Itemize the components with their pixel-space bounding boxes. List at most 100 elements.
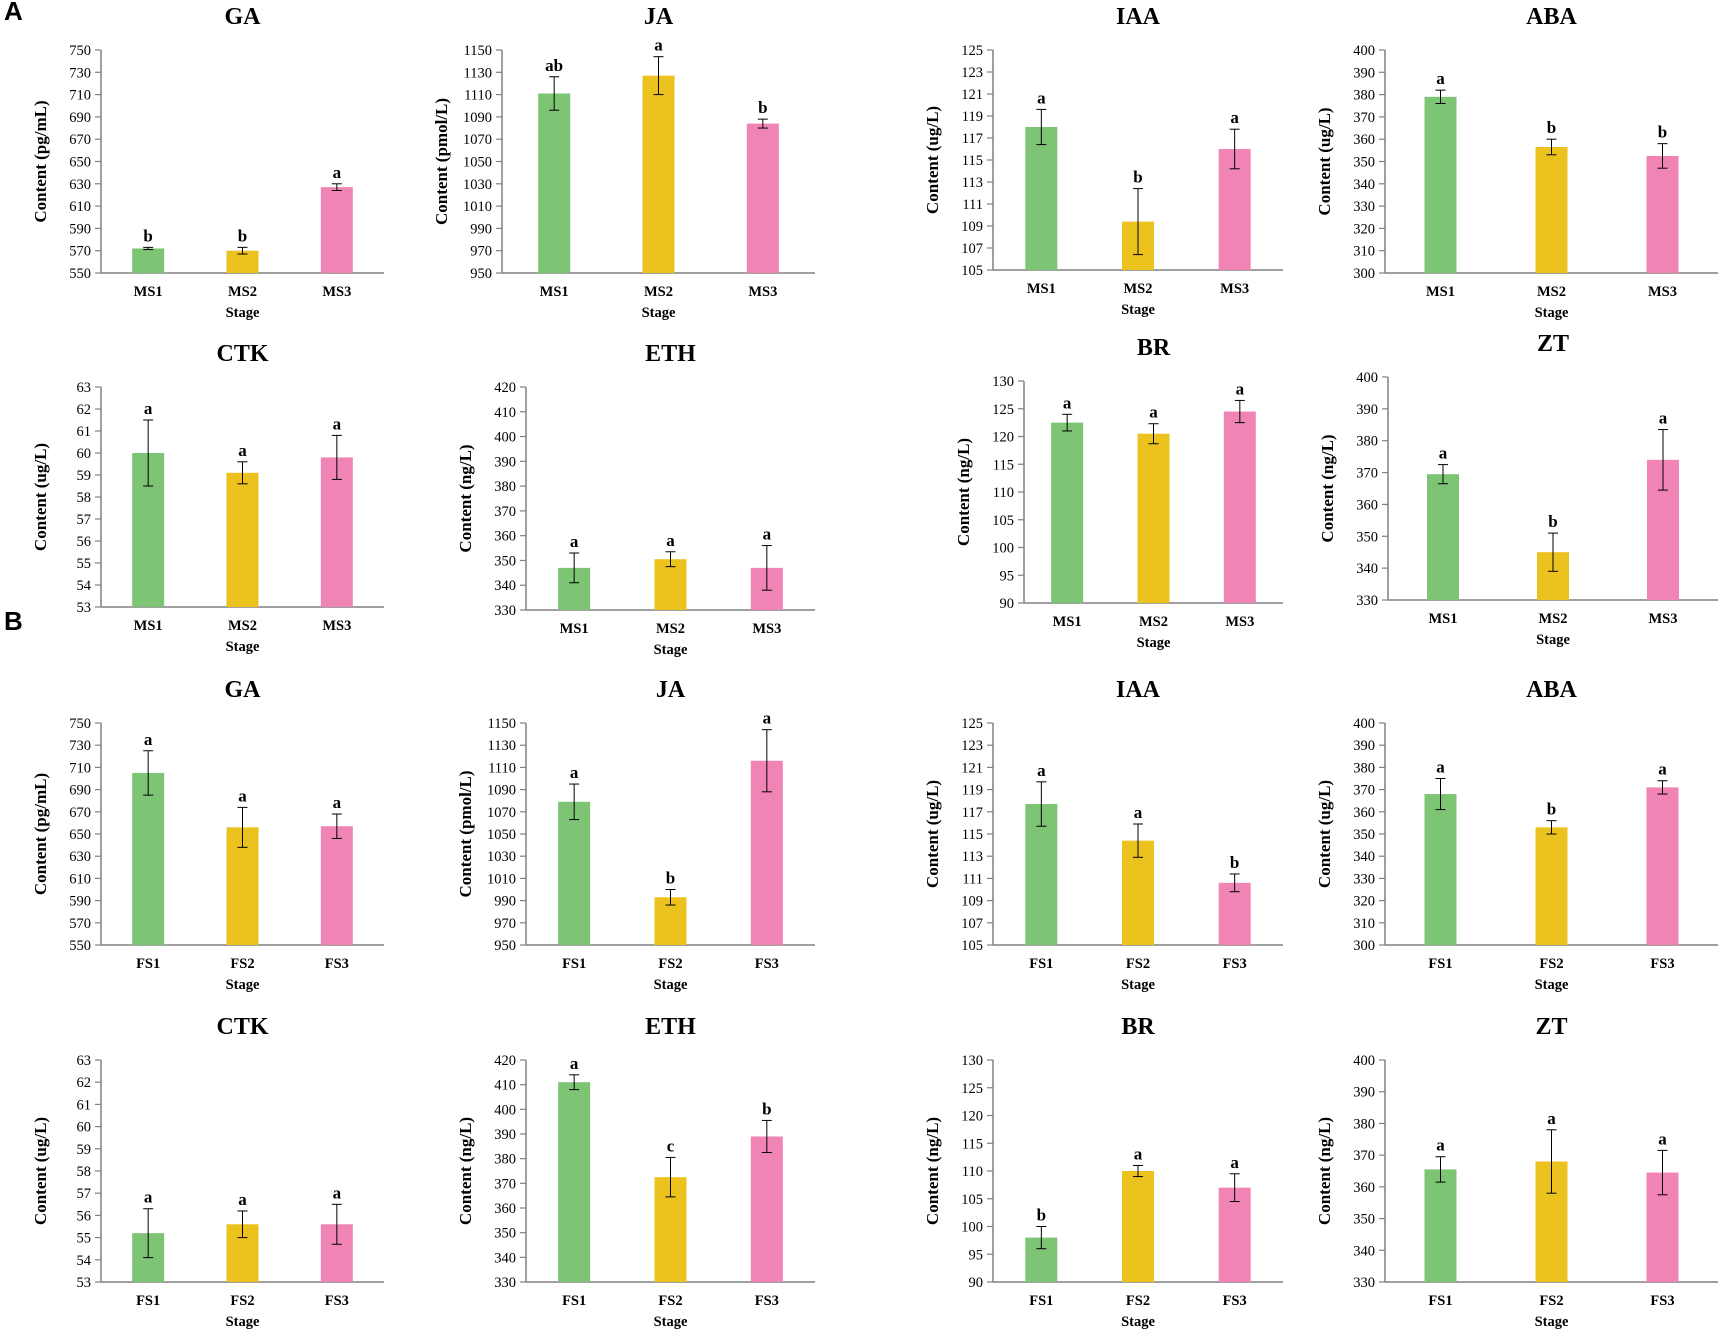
chart-a-br-significance-ms1: a: [1063, 393, 1072, 412]
chart-a-aba-bar-ms2: [1535, 147, 1568, 273]
chart-b-eth-y-tick-label: 330: [494, 1275, 516, 1291]
chart-b-eth-y-tick-label: 380: [494, 1152, 516, 1168]
chart-b-aba-y-tick-label: 370: [1353, 783, 1375, 799]
chart-a-ctk-significance-ms2: a: [238, 441, 247, 460]
chart-a-ga-y-tick-label: 710: [69, 88, 91, 104]
chart-b-iaa-y-tick-label: 123: [961, 738, 983, 754]
chart-a-ctk-significance-ms1: a: [144, 399, 153, 418]
chart-b-eth-category-label: FS2: [658, 1293, 682, 1309]
chart-b-ja-category-label: FS1: [562, 956, 586, 972]
chart-b-aba-significance-fs3: a: [1658, 760, 1667, 779]
chart-b-aba-y-tick-label: 350: [1353, 827, 1375, 843]
chart-a-iaa-y-label: Content (ug/L): [923, 106, 942, 214]
chart-b-eth-x-label: Stage: [654, 1314, 688, 1330]
chart-a-ctk-y-tick-label: 56: [77, 534, 92, 550]
chart-a-eth-significance-ms2: a: [666, 531, 675, 550]
chart-a-ja-y-tick-label: 1030: [463, 177, 492, 193]
chart-b-aba-category-label: FS1: [1428, 956, 1452, 972]
chart-b-zt-title: ZT: [1535, 1014, 1567, 1040]
chart-a-iaa-y-tick-label: 123: [961, 65, 983, 81]
chart-b-br-bar-fs2: [1122, 1171, 1154, 1282]
chart-a-ja-y-tick-label: 1130: [464, 65, 492, 81]
chart-b-ja-y-tick-label: 1070: [487, 805, 516, 821]
chart-a-iaa-y-tick-label: 109: [961, 219, 983, 235]
chart-a-aba-category-label: MS3: [1648, 284, 1677, 300]
chart-b-iaa-significance-fs3: b: [1230, 853, 1239, 872]
chart-a-aba-title: ABA: [1526, 4, 1577, 30]
chart-b-br-x-label: Stage: [1121, 1314, 1155, 1330]
chart-a-ga-x-label: Stage: [226, 305, 260, 321]
chart-a-ja-y-tick-label: 970: [470, 244, 492, 260]
chart-a-br-bar-ms3: [1223, 411, 1256, 603]
chart-b-zt-y-tick-label: 400: [1353, 1053, 1375, 1069]
chart-b-eth-significance-fs1: a: [570, 1054, 579, 1073]
chart-b-aba-y-tick-label: 300: [1353, 938, 1375, 954]
chart-a-eth-y-label: Content (ng/L): [456, 444, 475, 552]
chart-b-ja-y-tick-label: 1010: [487, 871, 516, 887]
chart-a-zt-x-label: Stage: [1536, 632, 1570, 648]
chart-b-eth-y-tick-label: 400: [494, 1102, 516, 1118]
chart-b-zt-y-tick-label: 390: [1353, 1085, 1375, 1101]
chart-a-ga-title: GA: [225, 4, 262, 30]
chart-a-zt-y-tick-label: 400: [1356, 370, 1378, 386]
chart-b-br-y-tick-label: 130: [961, 1053, 983, 1069]
chart-b-iaa-category-label: FS3: [1223, 956, 1247, 972]
chart-b-ja-y-tick-label: 1130: [488, 738, 516, 754]
chart-a-zt-y-tick-label: 360: [1356, 497, 1378, 513]
chart-a-eth-y-tick-label: 340: [494, 578, 516, 594]
chart-b-zt-y-tick-label: 330: [1353, 1275, 1375, 1291]
panel-label-a: A: [4, 0, 23, 26]
chart-b-aba-y-tick-label: 390: [1353, 738, 1375, 754]
chart-a-aba-y-tick-label: 340: [1353, 177, 1375, 193]
chart-b-br-significance-fs3: a: [1230, 1153, 1239, 1172]
chart-b-eth-y-tick-label: 390: [494, 1127, 516, 1143]
chart-b-iaa-title: IAA: [1116, 677, 1161, 703]
chart-a-ja-y-tick-label: 1090: [463, 110, 492, 126]
chart-b-ga-y-label: Content (pg/mL): [31, 773, 50, 895]
chart-b-ctk-y-tick-label: 60: [77, 1120, 92, 1136]
chart-a-ja-category-label: MS2: [644, 284, 673, 300]
chart-a-zt-significance-ms3: a: [1659, 409, 1668, 428]
chart-b-ja-significance-fs2: b: [666, 869, 675, 888]
chart-a-eth-category-label: MS2: [656, 621, 685, 637]
chart-b-iaa-bar-fs3: [1218, 882, 1251, 945]
chart-b-zt-x-label: Stage: [1535, 1314, 1569, 1330]
chart-a-ga-bar-ms1: [132, 248, 165, 273]
chart-b-br-significance-fs1: b: [1037, 1206, 1046, 1225]
chart-a-eth-significance-ms3: a: [763, 525, 772, 544]
chart-a-iaa-y-tick-label: 121: [961, 87, 983, 103]
chart-a-ctk-y-tick-label: 55: [77, 556, 92, 572]
chart-a-ctk-category-label: MS2: [228, 618, 257, 634]
chart-b-ja-x-label: Stage: [654, 977, 688, 993]
chart-a-ja-significance-ms1: ab: [545, 56, 563, 75]
chart-b-iaa-y-tick-label: 125: [961, 716, 983, 732]
chart-b-iaa-bar-fs1: [1025, 804, 1058, 945]
chart-b-iaa-significance-fs1: a: [1037, 761, 1046, 780]
chart-b-eth-y-tick-label: 370: [494, 1176, 516, 1192]
chart-a-ja-y-tick-label: 950: [470, 266, 492, 282]
chart-a-zt-category-label: MS2: [1539, 611, 1568, 627]
chart-a-eth-y-tick-label: 380: [494, 479, 516, 495]
chart-a-ctk-y-tick-label: 54: [77, 578, 92, 594]
chart-b-iaa-y-tick-label: 105: [961, 938, 983, 954]
chart-b-zt-category-label: FS3: [1650, 1293, 1674, 1309]
chart-a-iaa-x-label: Stage: [1121, 302, 1155, 318]
chart-a-ja-category-label: MS3: [748, 284, 777, 300]
chart-b-ga-y-tick-label: 610: [69, 871, 91, 887]
chart-b-ctk-significance-fs3: a: [333, 1183, 342, 1202]
chart-b-eth-category-label: FS3: [755, 1293, 779, 1309]
chart-a-iaa-significance-ms1: a: [1037, 88, 1046, 107]
chart-a-aba-y-tick-label: 360: [1353, 132, 1375, 148]
chart-a-br-y-label: Content (ng/L): [954, 438, 973, 546]
chart-a-iaa-significance-ms2: b: [1133, 168, 1142, 187]
chart-a-ctk-category-label: MS3: [322, 618, 351, 634]
chart-b-ctk-title: CTK: [216, 1014, 268, 1040]
chart-b-ga-y-tick-label: 710: [69, 760, 91, 776]
chart-a-ja-category-label: MS1: [540, 284, 569, 300]
chart-b-ga-category-label: FS1: [136, 956, 160, 972]
chart-b-ja-y-tick-label: 1150: [488, 716, 516, 732]
chart-b-ctk-category-label: FS3: [325, 1293, 349, 1309]
chart-b-eth-bar-fs3: [750, 1136, 783, 1282]
chart-a-br-y-tick-label: 130: [992, 374, 1014, 390]
chart-b-ga-category-label: FS2: [230, 956, 254, 972]
